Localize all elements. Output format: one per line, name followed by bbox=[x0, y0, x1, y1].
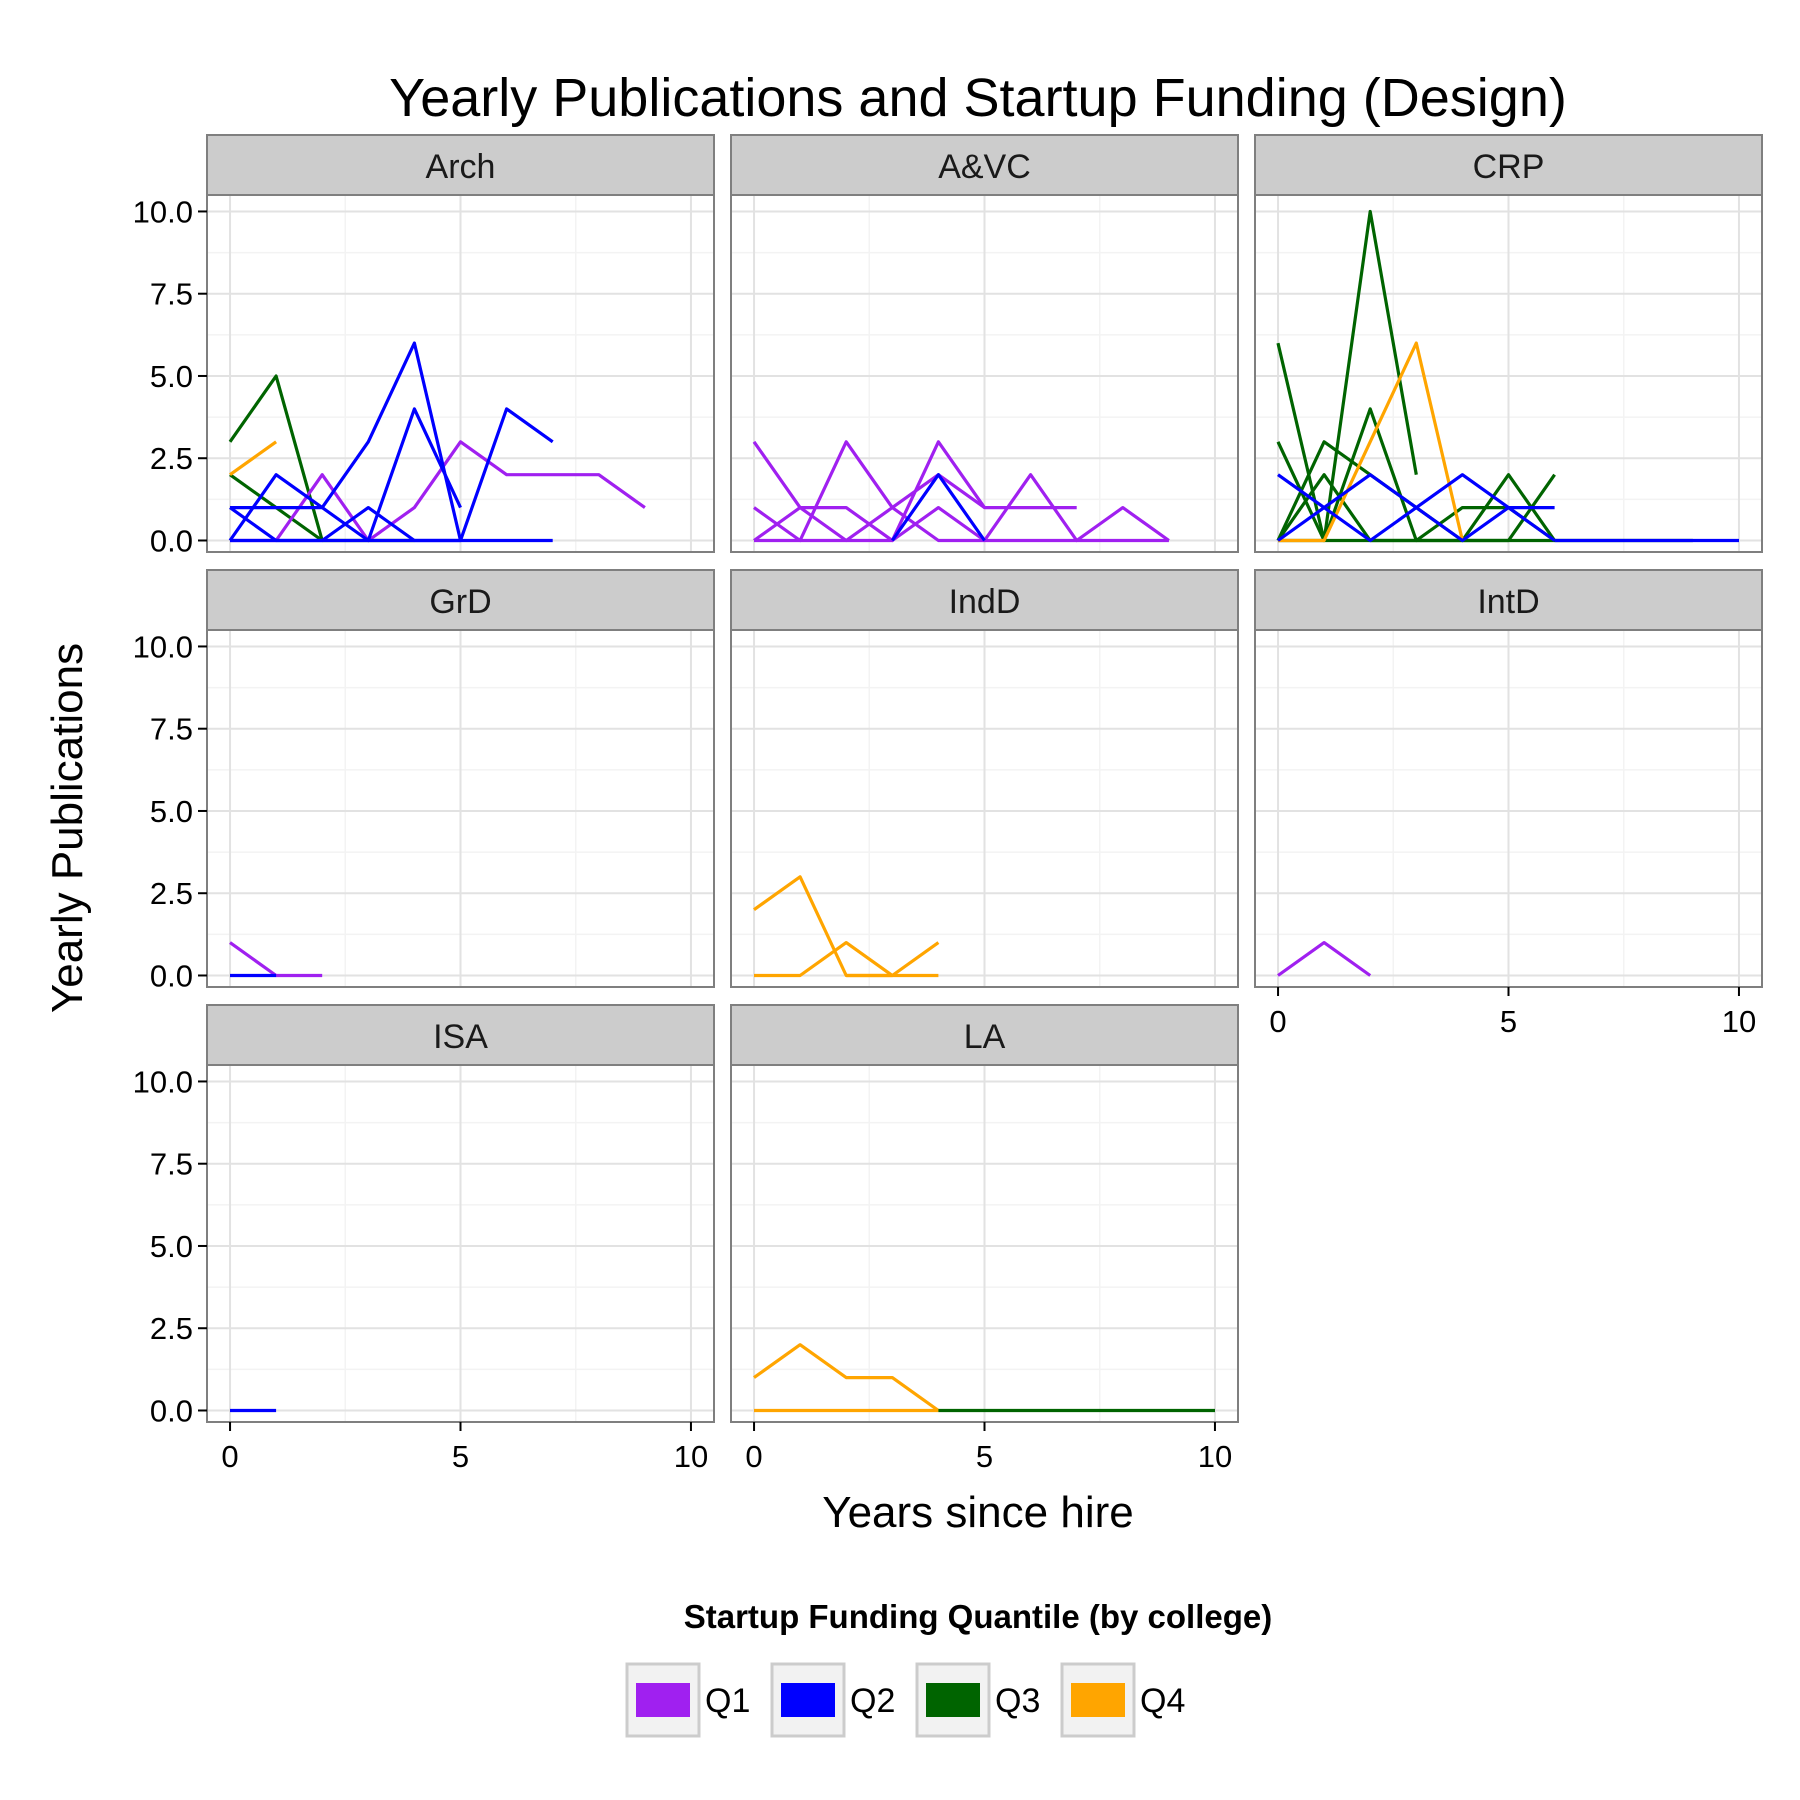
series-line-q1 bbox=[754, 506, 1169, 543]
y-tick-label: 7.5 bbox=[150, 712, 193, 747]
y-tick-label: 0.0 bbox=[150, 523, 193, 558]
facet-crp: CRP bbox=[1254, 134, 1763, 553]
series-line-q4 bbox=[229, 440, 278, 477]
y-tick-label: 0.0 bbox=[150, 958, 193, 993]
facet-strip-label: IntD bbox=[1477, 583, 1539, 621]
panel-border bbox=[1254, 194, 1763, 553]
legend-swatch bbox=[926, 1683, 980, 1717]
facet-strip bbox=[730, 569, 1239, 631]
legend-title: Startup Funding Quantile (by college) bbox=[684, 1598, 1273, 1635]
facet-strip-label: GrD bbox=[429, 583, 491, 621]
x-axis-title: Years since hire bbox=[822, 1488, 1133, 1537]
facet-grd: GrD 0.0 2.5 5.0 7.5 10.0 bbox=[133, 569, 715, 993]
legend-item-q3: Q3 bbox=[915, 1662, 1040, 1738]
y-tick-label: 5.0 bbox=[150, 794, 193, 829]
facet-strip bbox=[206, 569, 715, 631]
y-tick-label: 2.5 bbox=[150, 441, 193, 476]
series-line-q2 bbox=[1277, 473, 1555, 543]
legend-item-q2: Q2 bbox=[770, 1662, 895, 1738]
x-tick-label: 10 bbox=[1722, 1004, 1756, 1039]
x-tick-label: 10 bbox=[674, 1439, 708, 1474]
facet-intd: IntD 0 5 10 bbox=[1254, 569, 1763, 1039]
y-tick-label: 10.0 bbox=[133, 194, 193, 229]
legend-item-q4: Q4 bbox=[1060, 1662, 1185, 1738]
x-tick-label: 5 bbox=[452, 1439, 469, 1474]
facet-isa: ISA 0.0 2.5 5.0 7.5 10.0 0 5 10 bbox=[133, 1004, 715, 1474]
panel-border bbox=[730, 629, 1239, 988]
facet-panels: Arch 0.0 2.5 5.0 7.5 10.0 A&VC CRP GrD 0.0 2.5 5.0 7… bbox=[133, 134, 1763, 1474]
y-tick-label: 2.5 bbox=[150, 1311, 193, 1346]
facet-strip-label: ISA bbox=[433, 1018, 488, 1056]
facet-strip bbox=[206, 134, 715, 196]
x-tick-label: 0 bbox=[745, 1439, 762, 1474]
y-tick-label: 7.5 bbox=[150, 1147, 193, 1182]
panel-border bbox=[206, 629, 715, 988]
legend-keys: Q1 Q2 Q3 Q4 bbox=[625, 1662, 1185, 1738]
y-axis-title: Yearly Publications bbox=[43, 643, 92, 1013]
facet-strip-label: Arch bbox=[426, 148, 496, 186]
y-tick-label: 10.0 bbox=[133, 629, 193, 664]
legend-label: Q2 bbox=[850, 1682, 895, 1720]
series-line-q2 bbox=[228, 341, 554, 543]
series-line-q1 bbox=[1277, 940, 1372, 977]
facet-a-vc: A&VC bbox=[730, 134, 1239, 553]
facet-strip bbox=[730, 1004, 1239, 1066]
series-line-q2 bbox=[230, 407, 462, 543]
facet-strip bbox=[1254, 134, 1763, 196]
facet-la: LA 0 5 10 bbox=[730, 1004, 1239, 1474]
legend-swatch bbox=[1071, 1683, 1125, 1717]
series-line-q1 bbox=[753, 440, 1170, 543]
x-tick-label: 5 bbox=[976, 1439, 993, 1474]
y-tick-label: 5.0 bbox=[150, 1229, 193, 1264]
y-tick-label: 10.0 bbox=[133, 1064, 193, 1099]
panel-border bbox=[730, 194, 1239, 553]
y-tick-label: 7.5 bbox=[150, 277, 193, 312]
legend-swatch bbox=[781, 1683, 835, 1717]
x-tick-label: 0 bbox=[1269, 1004, 1286, 1039]
legend-label: Q3 bbox=[995, 1682, 1040, 1720]
legend-item-q1: Q1 bbox=[625, 1662, 750, 1738]
series-line-q1 bbox=[753, 473, 986, 543]
facet-strip-label: LA bbox=[964, 1018, 1006, 1056]
series-line-q3 bbox=[1276, 209, 1418, 543]
y-tick-label: 5.0 bbox=[150, 359, 193, 394]
series-line-q4 bbox=[754, 940, 940, 978]
facet-strip bbox=[1254, 569, 1763, 631]
x-tick-label: 10 bbox=[1198, 1439, 1232, 1474]
x-tick-label: 0 bbox=[221, 1439, 238, 1474]
facet-arch: Arch 0.0 2.5 5.0 7.5 10.0 bbox=[133, 134, 715, 558]
legend-label: Q1 bbox=[705, 1682, 750, 1720]
legend-label: Q4 bbox=[1140, 1682, 1185, 1720]
series-line-q4 bbox=[1278, 341, 1464, 543]
facet-indd: IndD bbox=[730, 569, 1239, 988]
y-tick-label: 2.5 bbox=[150, 876, 193, 911]
legend: Startup Funding Quantile (by college) Q1… bbox=[625, 1598, 1273, 1738]
y-tick-label: 0.0 bbox=[150, 1393, 193, 1428]
x-tick-label: 5 bbox=[1500, 1004, 1517, 1039]
facet-strip-label: A&VC bbox=[938, 148, 1031, 186]
facet-strip bbox=[730, 134, 1239, 196]
facet-strip bbox=[206, 1004, 715, 1066]
facet-strip-label: CRP bbox=[1473, 148, 1545, 186]
chart-title: Yearly Publications and Startup Funding … bbox=[389, 68, 1567, 128]
series-line-q2 bbox=[890, 473, 986, 542]
facet-strip-label: IndD bbox=[949, 583, 1021, 621]
panel-border bbox=[206, 194, 715, 553]
legend-swatch bbox=[636, 1683, 690, 1717]
series-line-q4 bbox=[753, 1343, 940, 1412]
